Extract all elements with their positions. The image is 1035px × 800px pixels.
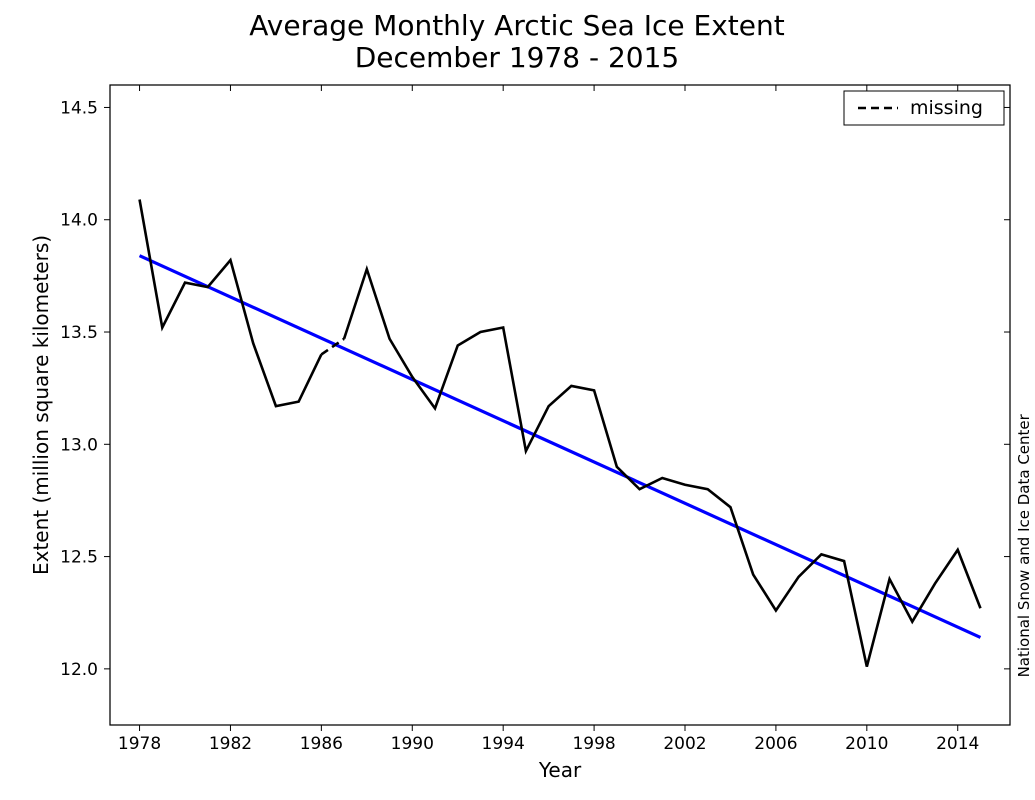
legend-label: missing [910, 97, 983, 119]
x-tick-label: 1982 [209, 734, 252, 754]
x-tick-label: 2006 [754, 734, 797, 754]
chart-title-line1: Average Monthly Arctic Sea Ice Extent [249, 9, 784, 42]
plot-frame [110, 85, 1010, 725]
x-tick-label: 1990 [391, 734, 434, 754]
y-tick-label: 14.0 [60, 211, 98, 231]
x-tick-label: 2002 [663, 734, 706, 754]
y-tick-label: 12.0 [60, 660, 98, 680]
x-tick-label: 1986 [300, 734, 343, 754]
x-tick-label: 1978 [118, 734, 161, 754]
y-axis-label: Extent (million square kilometers) [29, 235, 53, 575]
x-tick-label: 1994 [482, 734, 525, 754]
y-tick-label: 13.5 [60, 323, 98, 343]
x-tick-label: 2014 [936, 734, 979, 754]
data-line [140, 200, 322, 407]
x-tick-label: 1998 [572, 734, 615, 754]
data-line [344, 269, 980, 666]
y-tick-label: 12.5 [60, 548, 98, 568]
y-tick-label: 13.0 [60, 435, 98, 455]
trend-line [140, 256, 981, 638]
chart-title-line2: December 1978 - 2015 [355, 41, 680, 74]
chart-root: Average Monthly Arctic Sea Ice ExtentDec… [0, 0, 1035, 800]
y-tick-label: 14.5 [60, 98, 98, 118]
credit-text: National Snow and Ice Data Center [1015, 413, 1033, 677]
x-axis-label: Year [538, 758, 582, 782]
x-tick-label: 2010 [845, 734, 888, 754]
